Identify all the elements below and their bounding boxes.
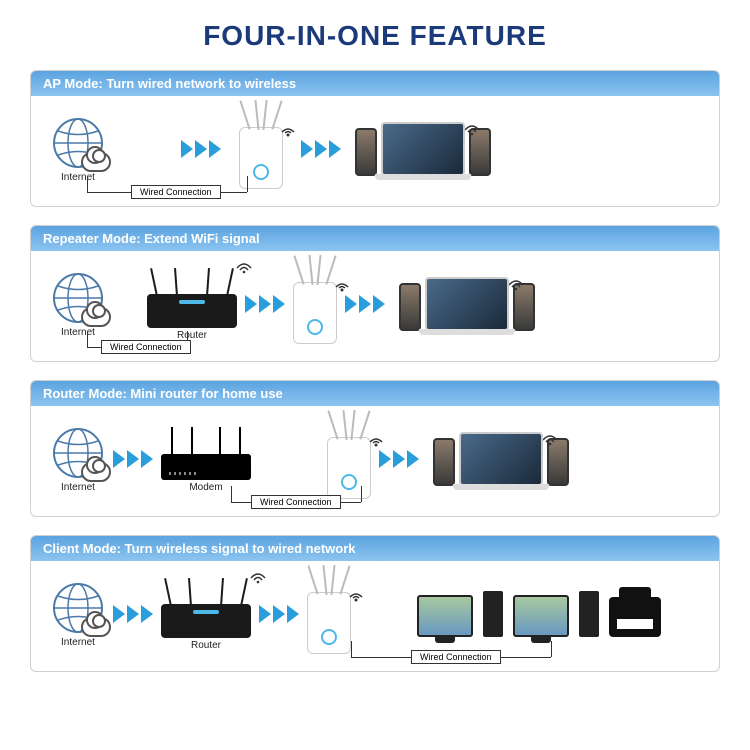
- pc-tower-icon: [483, 591, 503, 637]
- extender-node: [293, 264, 337, 344]
- arrows-icon: [259, 605, 299, 623]
- arrows-icon: [181, 140, 221, 158]
- extender-node: [307, 574, 351, 654]
- wifi-icon: [463, 120, 481, 136]
- page-title: FOUR-IN-ONE FEATURE: [30, 20, 720, 52]
- wired-label: Wired Connection: [101, 340, 191, 354]
- devices-node: [399, 277, 535, 331]
- wifi-icon: [334, 273, 354, 293]
- monitor-icon: [417, 595, 473, 637]
- panel-header: Client Mode: Turn wireless signal to wir…: [31, 536, 719, 561]
- wired-label: Wired Connection: [411, 650, 501, 664]
- panel-ap-mode: AP Mode: Turn wired network to wireless …: [30, 70, 720, 207]
- modem-node: Modem: [161, 426, 251, 493]
- arrows-icon: [345, 295, 385, 313]
- printer-icon: [609, 597, 661, 637]
- wifi-icon: [541, 430, 559, 446]
- cloud-icon: [81, 617, 111, 637]
- internet-label: Internet: [61, 327, 95, 338]
- devices-node: [433, 432, 569, 486]
- router-label: Router: [191, 640, 221, 651]
- arrows-icon: [245, 295, 285, 313]
- arrows-icon: [113, 450, 153, 468]
- panel-header: Router Mode: Mini router for home use: [31, 381, 719, 406]
- internet-label: Internet: [61, 172, 95, 183]
- modem-label: Modem: [189, 482, 222, 493]
- monitor-icon: [513, 595, 569, 637]
- arrows-icon: [301, 140, 341, 158]
- devices-node: [355, 122, 491, 176]
- extender-node: [239, 109, 283, 189]
- arrows-icon: [113, 605, 153, 623]
- internet-label: Internet: [61, 482, 95, 493]
- router-node: Router: [161, 578, 251, 651]
- wifi-icon: [368, 428, 388, 448]
- wifi-icon: [348, 583, 368, 603]
- cloud-icon: [81, 307, 111, 327]
- pc-tower-icon: [579, 591, 599, 637]
- wired-devices-node: [417, 591, 661, 637]
- arrows-icon: [379, 450, 419, 468]
- laptop-icon: [459, 432, 543, 486]
- wired-label: Wired Connection: [251, 495, 341, 509]
- internet-node: Internet: [51, 581, 105, 648]
- wifi-icon: [507, 275, 525, 291]
- panel-router-mode: Router Mode: Mini router for home use In…: [30, 380, 720, 517]
- internet-node: Internet: [51, 426, 105, 493]
- wifi-icon: [249, 568, 267, 584]
- panel-repeater-mode: Repeater Mode: Extend WiFi signal Intern…: [30, 225, 720, 362]
- router-label: Router: [177, 330, 207, 341]
- router-node: Router: [147, 268, 237, 341]
- phone-icon: [355, 128, 377, 176]
- wifi-icon: [280, 118, 300, 138]
- phone-icon: [433, 438, 455, 486]
- internet-node: Internet: [51, 271, 105, 338]
- panel-header: Repeater Mode: Extend WiFi signal: [31, 226, 719, 251]
- panel-client-mode: Client Mode: Turn wireless signal to wir…: [30, 535, 720, 672]
- laptop-icon: [381, 122, 465, 176]
- laptop-icon: [425, 277, 509, 331]
- cloud-icon: [81, 462, 111, 482]
- internet-label: Internet: [61, 637, 95, 648]
- panel-header: AP Mode: Turn wired network to wireless: [31, 71, 719, 96]
- cloud-icon: [81, 152, 111, 172]
- internet-node: Internet: [51, 116, 105, 183]
- wired-label: Wired Connection: [131, 185, 221, 199]
- wifi-icon: [235, 258, 253, 274]
- extender-node: [327, 419, 371, 499]
- phone-icon: [399, 283, 421, 331]
